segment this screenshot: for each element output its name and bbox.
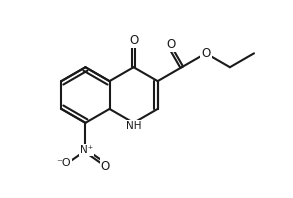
Text: ⁻O: ⁻O	[56, 158, 71, 168]
Text: O: O	[201, 47, 210, 60]
Text: NH: NH	[126, 121, 141, 131]
Text: O: O	[101, 160, 110, 173]
Text: O: O	[129, 34, 138, 47]
Text: O: O	[167, 38, 176, 51]
Text: N⁺: N⁺	[80, 145, 93, 155]
